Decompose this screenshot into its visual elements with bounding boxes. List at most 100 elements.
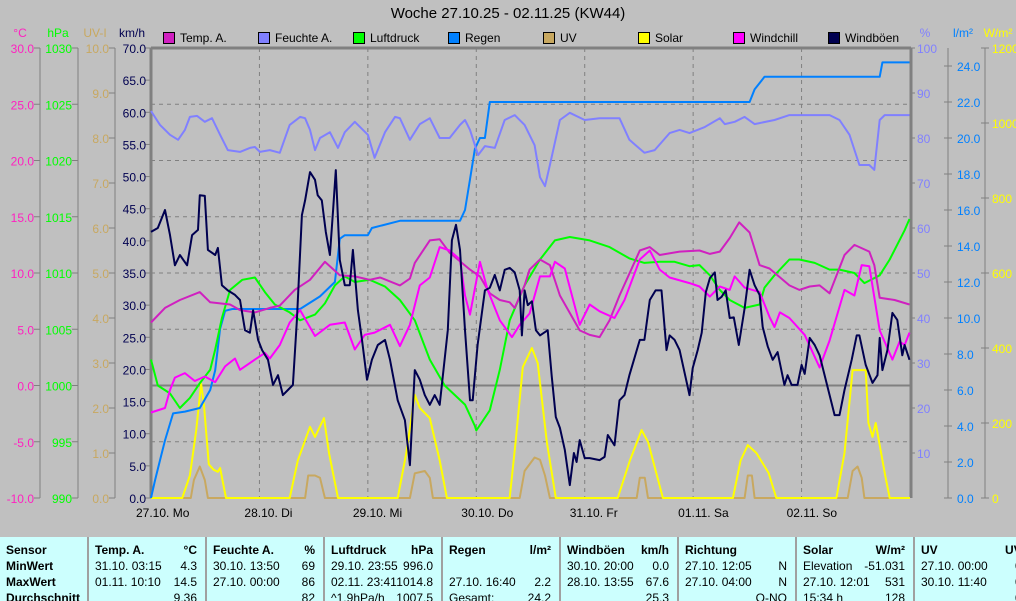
wind-tick-label: 5.0 [129,460,146,474]
uv-tick-label: 0.0 [92,492,109,506]
solar-tick-label: 0 [992,492,999,506]
day-label: 29.10. Mi [353,506,402,520]
column-unit: hPa [410,543,433,557]
column-title: Regen [449,543,486,557]
table-row: 28.10. 13:55 67.6 [567,574,669,590]
cell-value: -51.031 [864,559,905,573]
cell-value: N [778,559,787,573]
hum-tick-label: 40 [917,312,931,326]
hum-tick-label: 100 [917,42,937,56]
cell-value: 996.0 [402,559,433,573]
cell-value: 86 [301,575,315,589]
rain-tick-label: 24.0 [957,60,981,74]
uv-tick-label: 2.0 [92,402,109,416]
table-column: Windböen km/h 30.10. 20:00 0.0 28.10. 13:55 6… [559,537,677,601]
legend-item: Temp. A. [163,31,227,45]
series-line-luftdruck [150,218,911,432]
legend-swatch [353,32,365,44]
wind-axis-unit: km/h [119,26,145,40]
day-label: 02.11. So [787,506,838,520]
table-row: 82 [213,590,315,601]
rain-tick-label: 8.0 [957,348,974,362]
wind-tick-label: 50.0 [123,171,147,185]
cell-value: 0.0 [652,559,669,573]
press-tick-label: 1000 [45,380,72,394]
row-label: MinWert [6,558,79,574]
cell-value: 82 [301,591,315,601]
table-column: Feuchte A.% 30.10. 13:50 69 27.10. 00:00 86 8… [205,537,323,601]
table-row: 9.36 [95,590,197,601]
solar-tick-label: 200 [992,417,1012,431]
cell-value: 0. [1015,558,1016,574]
table-row: 31.10. 03:15 4.3 [95,558,197,574]
column-unit: °C [183,543,197,557]
table-row: 27.10. 00:00 0. [921,558,1016,574]
column-unit: l/m² [529,543,551,557]
legend-swatch [638,32,650,44]
rain-tick-label: 22.0 [957,96,981,110]
column-unit: km/h [640,543,669,557]
row-label: MaxWert [6,574,79,590]
legend-label: UV [560,31,577,45]
row-label-text: MaxWert [6,575,56,589]
hum-axis-unit: % [920,26,931,40]
table-column: Luftdruck hPa 29.10. 23:55 996.0 02.11. 23:4… [323,537,441,601]
cell-value: 24.2 [527,591,551,601]
column-title: Temp. A. [95,543,145,557]
table-row: 30.10. 11:40 0. [921,574,1016,590]
table-header: Temp. A. °C [95,542,197,558]
temp-tick-label: 25.0 [11,98,35,112]
table-column: Richtung 27.10. 12:05 N 27.10. 04:00 N O-NO [677,537,795,601]
table-row: 27.10. 12:01 531 [803,574,905,590]
legend-label: Luftdruck [370,31,420,45]
wind-tick-label: 65.0 [123,74,147,88]
temp-tick-label: -10.0 [7,492,35,506]
rain-tick-label: 20.0 [957,132,981,146]
column-unit: UV- [1004,543,1016,557]
table-row: 27.10. 12:05 N [685,558,787,574]
series-line-uv [151,456,910,499]
series-line-solar [151,347,910,499]
legend-item: Luftdruck [353,31,419,45]
cell-time: 30.10. 11:40 [921,575,987,589]
cell-time: 30.10. 13:50 [213,559,280,573]
column-unit: W/m² [875,543,905,557]
cell-value: 0. [1015,590,1016,601]
wind-tick-label: 40.0 [123,235,147,249]
chart-legend: Temp. A. Feuchte A. Luftdruck Regen UV Solar W… [0,31,1016,47]
table-header: Luftdruck hPa [331,542,433,558]
hum-tick-label: 80 [917,132,931,146]
press-tick-label: 1030 [45,42,72,56]
cell-value: 25.3 [645,591,669,601]
legend-item: Windchill [733,31,798,45]
series-line-feuchte-a- [150,110,910,188]
hum-tick-label: 10 [917,447,931,461]
hum-tick-label: 60 [917,222,931,236]
uv-tick-label: 1.0 [92,447,109,461]
table-row: 01.11. 10:10 14.5 [95,574,197,590]
hum-tick-label: 30 [917,357,931,371]
row-label: Durchschnitt [6,590,80,601]
rain-tick-label: 6.0 [957,384,974,398]
table-row: Gesamt: 24.2 [449,590,551,601]
legend-label: Solar [655,31,684,45]
wind-tick-label: 70.0 [123,42,147,56]
rain-tick-label: 14.0 [957,240,981,254]
table-row: 27.10. 16:40 2.2 [449,574,551,590]
cell-time: Gesamt: [449,591,495,601]
legend-swatch [163,32,175,44]
uv-tick-label: 7.0 [92,177,109,191]
table-header: Sensor [6,542,79,558]
press-tick-label: 990 [52,492,72,506]
table-row: Elevation -51.031 [803,558,905,574]
wind-tick-label: 15.0 [123,396,147,410]
solar-tick-label: 1000 [992,117,1016,131]
uv-tick-label: 4.0 [92,312,109,326]
press-tick-label: 1025 [45,98,72,112]
cell-value: 2.2 [534,575,551,589]
hum-tick-label: 70 [917,177,931,191]
cell-value: 531 [884,575,905,589]
day-label: 27.10. Mo [136,506,190,520]
wind-tick-label: 35.0 [123,267,147,281]
rain-tick-label: 4.0 [957,420,974,434]
